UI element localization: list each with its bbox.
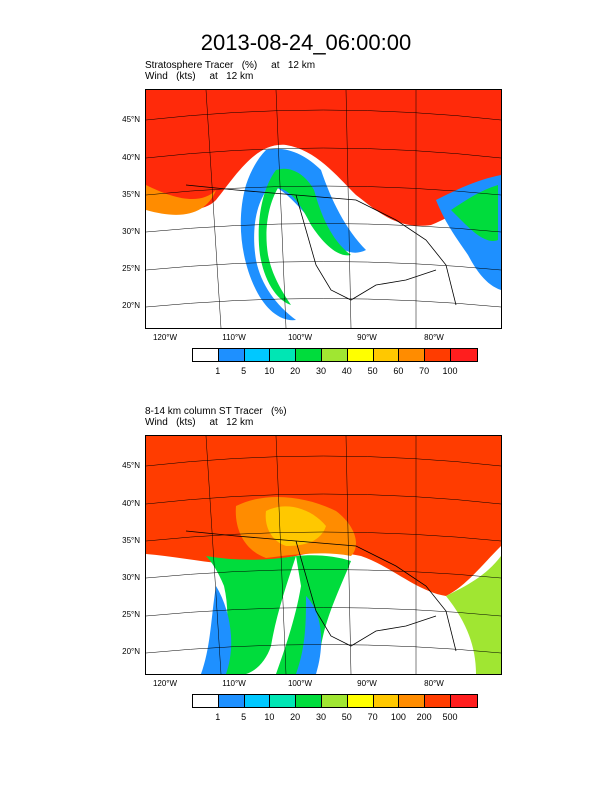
- colorbar-label: 10: [264, 366, 275, 376]
- colorbar-swatch: [373, 695, 400, 707]
- colorbar-swatch: [218, 349, 245, 361]
- colorbar-label: 1: [215, 366, 221, 376]
- colorbar-swatch: [399, 349, 426, 361]
- panel2-title-line2: Wind (kts) at 12 km: [145, 417, 254, 428]
- colorbar-label: 1: [215, 712, 221, 722]
- colorbar-swatch: [218, 695, 245, 707]
- panel1-title-line1: Stratosphere Tracer (%) at 12 km: [145, 60, 316, 71]
- colorbar-label: 100: [442, 366, 458, 376]
- colorbar-swatch: [244, 349, 271, 361]
- colorbar-swatch: [321, 695, 348, 707]
- colorbar-label: 70: [419, 366, 430, 376]
- colorbar-label: 70: [367, 712, 378, 722]
- colorbar-swatch: [347, 695, 374, 707]
- colorbar-label: 5: [241, 712, 247, 722]
- panel2-lon-label: 80°W: [424, 679, 444, 688]
- colorbar-swatch: [270, 695, 297, 707]
- colorbar-label: 20: [290, 712, 301, 722]
- colorbar-swatch: [347, 349, 374, 361]
- panel1-map: [145, 89, 502, 329]
- panel2-lat-label: 35°N: [122, 536, 140, 545]
- panel2-lon-label: 90°W: [357, 679, 377, 688]
- colorbar-label: 5: [241, 366, 247, 376]
- panel2-title-line1: 8-14 km column ST Tracer (%): [145, 406, 287, 417]
- colorbar-label: 200: [416, 712, 432, 722]
- colorbar-label: 50: [367, 366, 378, 376]
- panel1-lat-label: 35°N: [122, 190, 140, 199]
- panel1-lon-label: 100°W: [287, 333, 313, 342]
- colorbar-swatch: [450, 349, 477, 361]
- colorbar-swatch: [373, 349, 400, 361]
- colorbar-swatch: [193, 695, 219, 707]
- colorbar-label: 50: [341, 712, 352, 722]
- panel1-colorbar: [192, 348, 478, 362]
- panel2-lat-label: 40°N: [122, 499, 140, 508]
- panel1-lon-label: 110°W: [222, 333, 246, 342]
- panel2-colorbar: [192, 694, 478, 708]
- panel2-map-field: [146, 436, 501, 674]
- colorbar-swatch: [399, 695, 426, 707]
- panel2-lat-label: 30°N: [122, 573, 140, 582]
- panel1-lat-label: 25°N: [122, 264, 140, 273]
- colorbar-swatch: [321, 349, 348, 361]
- panel1-lon-label: 90°W: [357, 333, 377, 342]
- panel2-lon-label: 120°W: [152, 679, 178, 688]
- panel1-lat-label: 30°N: [122, 227, 140, 236]
- page-title: 2013-08-24_06:00:00: [200, 30, 412, 55]
- colorbar-swatch: [244, 695, 271, 707]
- panel2-lat-label: 25°N: [122, 610, 140, 619]
- panel1-lat-label: 45°N: [122, 115, 140, 124]
- colorbar-swatch: [296, 349, 322, 361]
- panel1-lat-label: 40°N: [122, 153, 140, 162]
- colorbar-swatch: [450, 695, 477, 707]
- colorbar-swatch: [270, 349, 297, 361]
- colorbar-swatch: [425, 695, 451, 707]
- colorbar-label: 100: [390, 712, 406, 722]
- panel1-lon-label: 120°W: [152, 333, 178, 342]
- colorbar-swatch: [296, 695, 322, 707]
- colorbar-label: 10: [264, 712, 275, 722]
- panel1-lon-label: 80°W: [424, 333, 444, 342]
- colorbar-swatch: [425, 349, 451, 361]
- panel1-lat-label: 20°N: [122, 301, 140, 310]
- panel1-title-line2: Wind (kts) at 12 km: [145, 71, 254, 82]
- colorbar-label: 60: [393, 366, 404, 376]
- panel2-lon-label: 110°W: [222, 679, 246, 688]
- colorbar-label: 500: [442, 712, 458, 722]
- colorbar-label: 30: [315, 712, 326, 722]
- colorbar-label: 20: [290, 366, 301, 376]
- panel2-map: [145, 435, 502, 675]
- panel2-lat-label: 20°N: [122, 647, 140, 656]
- panel2-lat-label: 45°N: [122, 461, 140, 470]
- colorbar-label: 40: [341, 366, 352, 376]
- colorbar-swatch: [193, 349, 219, 361]
- colorbar-label: 30: [315, 366, 326, 376]
- panel2-lon-label: 100°W: [287, 679, 313, 688]
- panel1-map-field: [146, 90, 501, 328]
